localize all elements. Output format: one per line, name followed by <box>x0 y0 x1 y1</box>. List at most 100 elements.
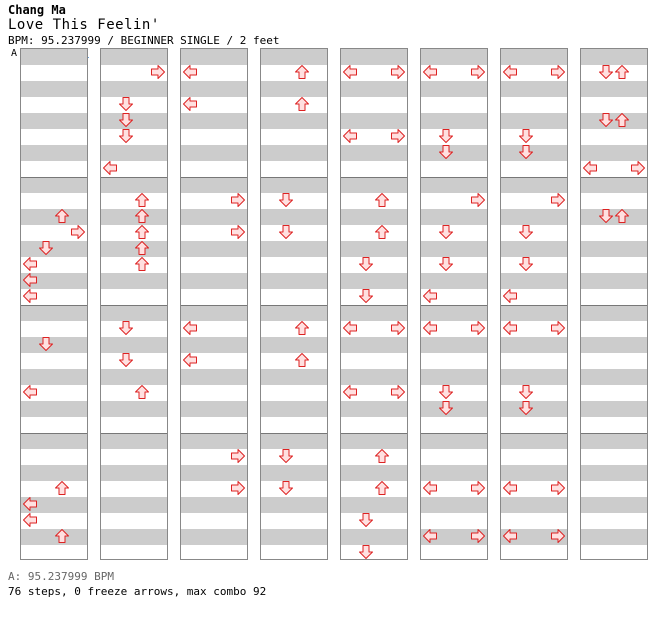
arrow-left-icon <box>423 65 437 79</box>
arrow-down-icon <box>279 449 293 463</box>
beat-band <box>101 49 167 65</box>
beat-band <box>21 401 87 417</box>
beat-band <box>101 145 167 161</box>
arrow-left-icon <box>343 129 357 143</box>
beat-band <box>581 433 647 449</box>
arrow-up-icon <box>55 481 69 495</box>
footer-stats: 76 steps, 0 freeze arrows, max combo 92 <box>8 585 267 598</box>
arrow-down-icon <box>519 129 533 143</box>
arrow-down-icon <box>359 513 373 527</box>
arrow-down-icon <box>119 321 133 335</box>
beat-band <box>581 209 647 225</box>
beat-band <box>421 305 487 321</box>
beat-band <box>581 305 647 321</box>
beat-band <box>181 465 247 481</box>
bpm-marker-label: A <box>11 48 18 59</box>
arrow-down-icon <box>439 385 453 399</box>
arrow-up-icon <box>375 225 389 239</box>
chart-column-6 <box>420 48 488 560</box>
arrow-up-icon <box>135 241 149 255</box>
beat-band <box>101 497 167 513</box>
beat-band <box>581 177 647 193</box>
beat-band <box>261 369 327 385</box>
beat-band <box>341 305 407 321</box>
arrow-down-icon <box>439 225 453 239</box>
arrow-left-icon <box>183 97 197 111</box>
beat-band <box>21 433 87 449</box>
beat-band <box>341 177 407 193</box>
beat-band <box>501 145 567 161</box>
beat-band <box>501 433 567 449</box>
measure-line <box>101 433 167 434</box>
beat-band <box>101 401 167 417</box>
beat-band <box>21 145 87 161</box>
beat-band <box>421 49 487 65</box>
beat-band <box>181 529 247 545</box>
beat-band <box>341 433 407 449</box>
beat-band <box>581 81 647 97</box>
arrow-down-icon <box>519 145 533 159</box>
arrow-right-icon <box>231 193 245 207</box>
arrow-down-icon <box>359 289 373 303</box>
beat-band <box>261 497 327 513</box>
arrow-up-icon <box>55 529 69 543</box>
arrow-left-icon <box>23 289 37 303</box>
beat-band <box>421 433 487 449</box>
arrow-right-icon <box>471 193 485 207</box>
beat-band <box>261 209 327 225</box>
beat-band <box>261 49 327 65</box>
arrow-left-icon <box>423 289 437 303</box>
arrow-left-icon <box>183 65 197 79</box>
measure-line <box>581 177 647 178</box>
beat-band <box>501 529 567 545</box>
measure-line <box>421 305 487 306</box>
beat-band <box>261 337 327 353</box>
arrow-right-icon <box>391 65 405 79</box>
arrow-left-icon <box>103 161 117 175</box>
arrow-left-icon <box>23 257 37 271</box>
beat-band <box>21 209 87 225</box>
arrow-right-icon <box>391 321 405 335</box>
arrow-right-icon <box>151 65 165 79</box>
arrow-up-icon <box>295 321 309 335</box>
arrow-left-icon <box>583 161 597 175</box>
arrow-left-icon <box>343 385 357 399</box>
beat-band <box>581 241 647 257</box>
arrow-down-icon <box>439 129 453 143</box>
beat-band <box>341 209 407 225</box>
measure-line <box>261 433 327 434</box>
measure-line <box>101 177 167 178</box>
chart-column-7 <box>500 48 568 560</box>
beat-band <box>101 305 167 321</box>
beat-band <box>261 145 327 161</box>
arrow-up-icon <box>135 257 149 271</box>
arrow-down-icon <box>599 113 613 127</box>
beat-band <box>501 401 567 417</box>
measure-line <box>261 177 327 178</box>
measure-line <box>581 433 647 434</box>
arrow-down-icon <box>39 241 53 255</box>
beat-band <box>101 529 167 545</box>
beat-band <box>421 497 487 513</box>
arrow-down-icon <box>119 129 133 143</box>
beat-band <box>341 465 407 481</box>
measure-line <box>341 177 407 178</box>
chart-column-2 <box>100 48 168 560</box>
beat-band <box>581 529 647 545</box>
chart-column-1 <box>20 48 88 560</box>
beat-band <box>341 81 407 97</box>
beat-band <box>421 145 487 161</box>
beat-band <box>101 209 167 225</box>
arrow-up-icon <box>135 209 149 223</box>
beat-band <box>101 113 167 129</box>
beat-band <box>421 465 487 481</box>
beat-band <box>21 529 87 545</box>
arrow-right-icon <box>551 65 565 79</box>
beat-band <box>341 241 407 257</box>
beat-band <box>501 305 567 321</box>
beat-band <box>181 401 247 417</box>
beat-band <box>181 241 247 257</box>
arrow-left-icon <box>503 65 517 79</box>
beat-band <box>501 81 567 97</box>
beat-band <box>261 465 327 481</box>
